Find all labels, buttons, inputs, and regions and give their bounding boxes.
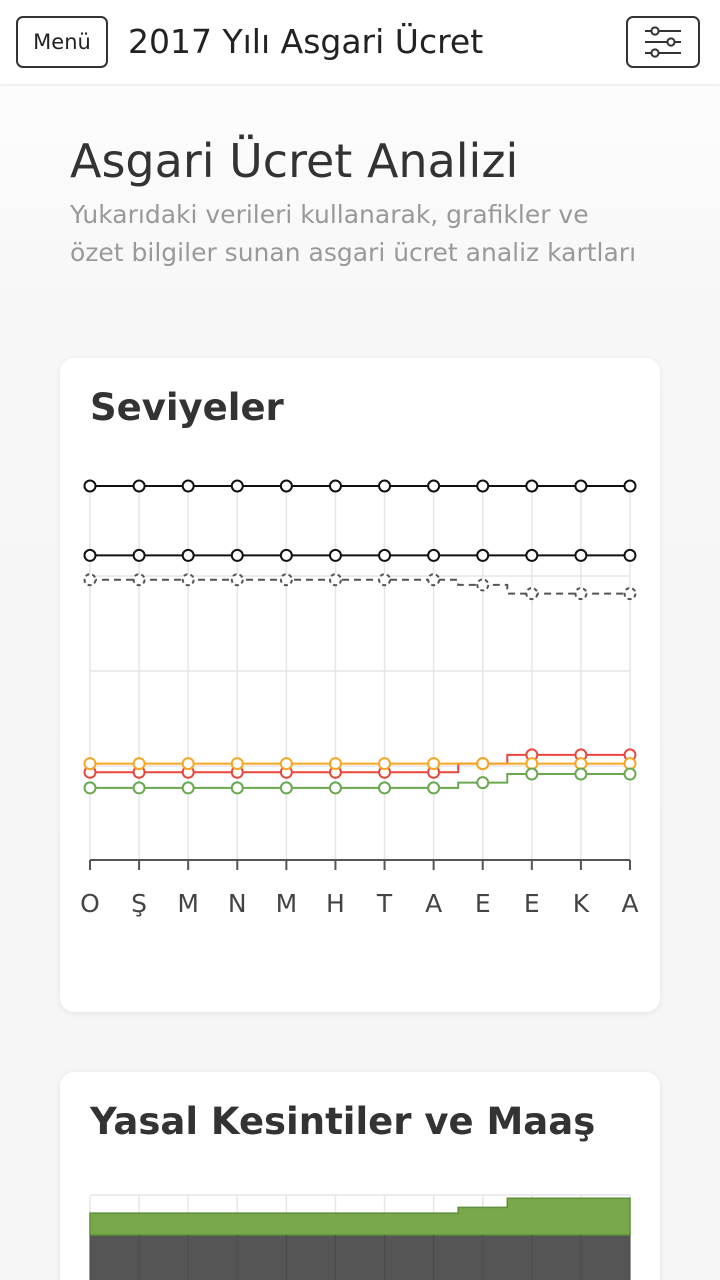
data-point — [574, 548, 588, 562]
data-point — [328, 479, 342, 493]
data-point — [378, 548, 392, 562]
data-point — [623, 479, 637, 493]
x-tick-label: T — [376, 889, 393, 918]
data-point — [525, 587, 539, 601]
data-point — [328, 781, 342, 795]
data-point — [378, 573, 392, 587]
data-point — [328, 573, 342, 587]
data-point — [378, 479, 392, 493]
x-tick-label: M — [177, 889, 199, 918]
data-point — [427, 548, 441, 562]
data-point — [279, 479, 293, 493]
data-point — [132, 573, 146, 587]
series-line-3 — [90, 578, 630, 595]
data-point — [525, 757, 539, 771]
x-tick-label: O — [80, 889, 100, 918]
area-series-net-salary — [90, 1235, 630, 1280]
data-point — [230, 548, 244, 562]
data-point — [230, 781, 244, 795]
filter-button[interactable] — [626, 16, 700, 68]
x-tick-label: A — [425, 889, 442, 918]
deductions-card-title: Yasal Kesintiler ve Maaş — [90, 1100, 596, 1143]
data-point — [181, 548, 195, 562]
data-point — [623, 757, 637, 771]
data-point — [574, 757, 588, 771]
x-tick-label: A — [621, 889, 638, 918]
data-point — [525, 767, 539, 781]
data-point — [181, 757, 195, 771]
data-point — [476, 548, 490, 562]
data-point — [623, 587, 637, 601]
data-point — [181, 573, 195, 587]
x-tick-label: N — [228, 889, 247, 918]
menu-button[interactable]: Menü — [16, 16, 108, 68]
data-point — [574, 767, 588, 781]
data-point — [378, 781, 392, 795]
deductions-chart — [89, 1194, 631, 1280]
data-point — [525, 548, 539, 562]
x-tick-label: M — [276, 889, 298, 918]
data-point — [132, 757, 146, 771]
data-point — [476, 776, 490, 790]
x-tick-label: H — [326, 889, 345, 918]
data-point — [328, 757, 342, 771]
page-description: Yukarıdaki verileri kullanarak, grafikle… — [70, 200, 637, 267]
sliders-icon — [645, 26, 681, 58]
data-point — [83, 548, 97, 562]
data-point — [623, 548, 637, 562]
page-title: Asgari Ücret Analizi — [70, 134, 519, 188]
data-point — [279, 573, 293, 587]
data-point — [132, 781, 146, 795]
x-tick-label: E — [475, 889, 491, 918]
data-point — [230, 479, 244, 493]
x-tick-label: K — [573, 889, 590, 918]
data-point — [476, 757, 490, 771]
data-point — [83, 781, 97, 795]
data-point — [427, 757, 441, 771]
app-title: 2017 Yılı Asgari Ücret — [128, 22, 484, 61]
data-point — [328, 548, 342, 562]
levels-card-title: Seviyeler — [90, 386, 284, 429]
data-point — [181, 781, 195, 795]
data-point — [623, 767, 637, 781]
data-point — [132, 479, 146, 493]
x-tick-label: Ş — [131, 889, 147, 918]
data-point — [132, 548, 146, 562]
data-point — [230, 573, 244, 587]
x-tick-label: E — [524, 889, 540, 918]
data-point — [279, 781, 293, 795]
series-line-6 — [90, 773, 630, 789]
data-point — [476, 578, 490, 592]
deductions-card: Yasal Kesintiler ve Maaş — [60, 1072, 660, 1280]
data-point — [279, 757, 293, 771]
data-point — [83, 479, 97, 493]
data-point — [427, 781, 441, 795]
data-point — [279, 548, 293, 562]
data-point — [525, 479, 539, 493]
data-point — [574, 587, 588, 601]
area-series-deductions — [89, 1197, 631, 1236]
data-point — [230, 757, 244, 771]
top-bar: Menü 2017 Yılı Asgari Ücret — [0, 0, 720, 84]
data-point — [378, 757, 392, 771]
data-point — [476, 479, 490, 493]
data-point — [427, 479, 441, 493]
data-point — [83, 757, 97, 771]
data-point — [181, 479, 195, 493]
data-point — [427, 573, 441, 587]
data-point — [574, 479, 588, 493]
data-point — [83, 573, 97, 587]
